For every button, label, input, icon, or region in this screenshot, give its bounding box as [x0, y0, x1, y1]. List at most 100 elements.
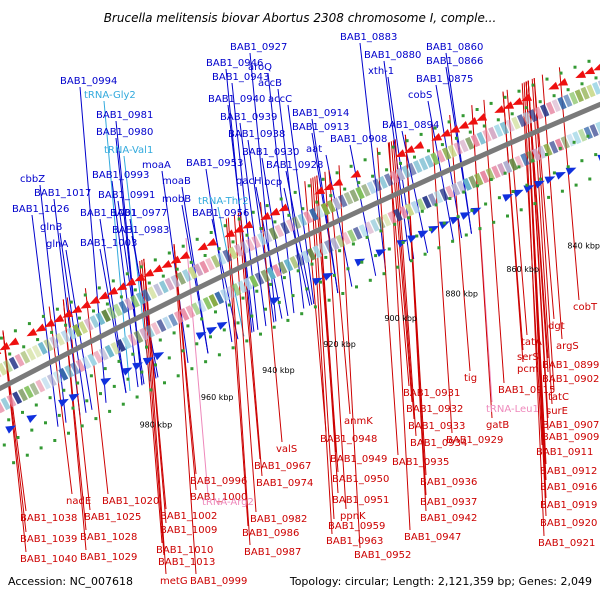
label-leader-line [533, 78, 555, 320]
tick-dot [407, 216, 410, 220]
tick-dot [227, 303, 231, 307]
gene-label-reverse: BAB1_0949 [330, 454, 387, 465]
gene-block [266, 266, 276, 280]
gene-block [64, 364, 75, 378]
tick-dot [186, 324, 190, 328]
tick-dot [594, 76, 598, 80]
tick-dot [456, 215, 460, 219]
gene-block [283, 258, 294, 272]
gene-block [522, 111, 533, 125]
gene-label-reverse: pcm [517, 364, 539, 375]
gene-block [208, 294, 219, 308]
tick-dot [76, 381, 80, 385]
tick-dot [181, 349, 185, 353]
label-leader-line [541, 74, 563, 340]
gene-block [300, 250, 311, 264]
tick-dot [506, 214, 509, 218]
tick-dot [379, 229, 383, 233]
gene-label-reverse: tRNA-Arg2 [202, 497, 254, 508]
tick-dot [503, 171, 507, 175]
gene-label-forward: BAB1_0914 [292, 108, 349, 119]
gene-block [274, 224, 285, 238]
gene-label-forward: BAB1_0943 [212, 72, 269, 83]
gene-label-forward: BAB1_1026 [12, 204, 69, 215]
tick-dot [427, 149, 430, 153]
tick-dot [209, 335, 212, 339]
gene-block [0, 397, 11, 411]
tick-dot [462, 190, 466, 194]
tick-dot [13, 329, 17, 333]
tick-dot [41, 314, 45, 318]
tick-dot [482, 124, 486, 128]
tick-dot [214, 310, 217, 314]
gene-block [210, 254, 221, 268]
gene-label-forward: moaB [162, 176, 191, 187]
label-leader-line [123, 155, 151, 382]
gene-label-forward: aroQ [248, 62, 272, 73]
reverse-gene-arrow [143, 268, 155, 277]
tick-dot [503, 95, 507, 99]
tick-dot [332, 273, 336, 277]
gene-block [375, 216, 386, 230]
gene-block [43, 338, 54, 352]
label-leader-line [161, 170, 189, 363]
gene-block [366, 181, 377, 195]
feature-labels: BAB1_0883 BAB1_0927 BAB1_0880 BAB1_0860 BAB1… [12, 32, 599, 587]
tick-dot [139, 265, 143, 269]
gene-label-forward: BAB1_1017 [34, 188, 91, 199]
gene-block [493, 124, 504, 138]
gene-block [98, 347, 109, 361]
gene-block [81, 356, 92, 370]
tick-dot [448, 197, 452, 200]
tick-dot [277, 300, 281, 304]
tick-dot [338, 249, 342, 253]
gene-block [407, 162, 417, 176]
tick-dot [296, 269, 300, 273]
reverse-gene-arrow [278, 203, 290, 212]
tick-dot [559, 71, 563, 75]
gene-label-reverse: BAB1_0929 [446, 435, 503, 446]
gene-block [29, 382, 40, 396]
gene-block [568, 91, 579, 105]
reverse-gene-arrow [404, 145, 416, 153]
gene-block [453, 142, 463, 156]
tick-dot [454, 136, 458, 140]
gene-block [341, 231, 351, 245]
reverse-gene-arrow [80, 300, 92, 309]
forward-gene-arrow [544, 176, 556, 185]
label-leader-line [59, 232, 87, 413]
gene-block [41, 376, 52, 390]
reverse-gene-arrow [584, 66, 596, 75]
gene-block [329, 237, 340, 251]
tick-dot [48, 396, 52, 400]
gene-block [60, 329, 71, 343]
gene-block [560, 135, 570, 149]
gene-label-reverse: BAB1_0936 [420, 477, 477, 488]
reverse-gene-arrow [197, 242, 209, 251]
tick-dot [265, 204, 269, 208]
gene-block [251, 235, 261, 249]
tick-dot [423, 252, 427, 256]
gene-block [312, 245, 323, 259]
gene-label-forward: BAB1_0977 [110, 208, 167, 219]
label-leader-line [143, 258, 167, 524]
gene-block [422, 195, 432, 209]
gene-label-reverse: BAB1_0959 [328, 521, 385, 532]
gene-label-reverse: BAB1_0963 [326, 536, 383, 547]
gene-block [370, 218, 380, 232]
gene-label-reverse: BAB1_0911 [536, 447, 593, 458]
gene-block [83, 318, 94, 332]
tick-dots [0, 59, 598, 465]
gene-block [49, 335, 60, 349]
gene-block [121, 336, 132, 350]
gene-label-reverse: cobT [573, 302, 598, 313]
gene-block [289, 255, 300, 269]
gene-block [303, 210, 313, 224]
reverse-gene-arrow [449, 125, 461, 133]
gene-label-reverse: BAB1_0919 [540, 500, 597, 511]
tick-dot [476, 184, 479, 188]
tick-dot [538, 100, 542, 104]
tick-dot [310, 262, 314, 266]
forward-gene-arrow [523, 185, 535, 193]
gene-block [118, 300, 129, 314]
